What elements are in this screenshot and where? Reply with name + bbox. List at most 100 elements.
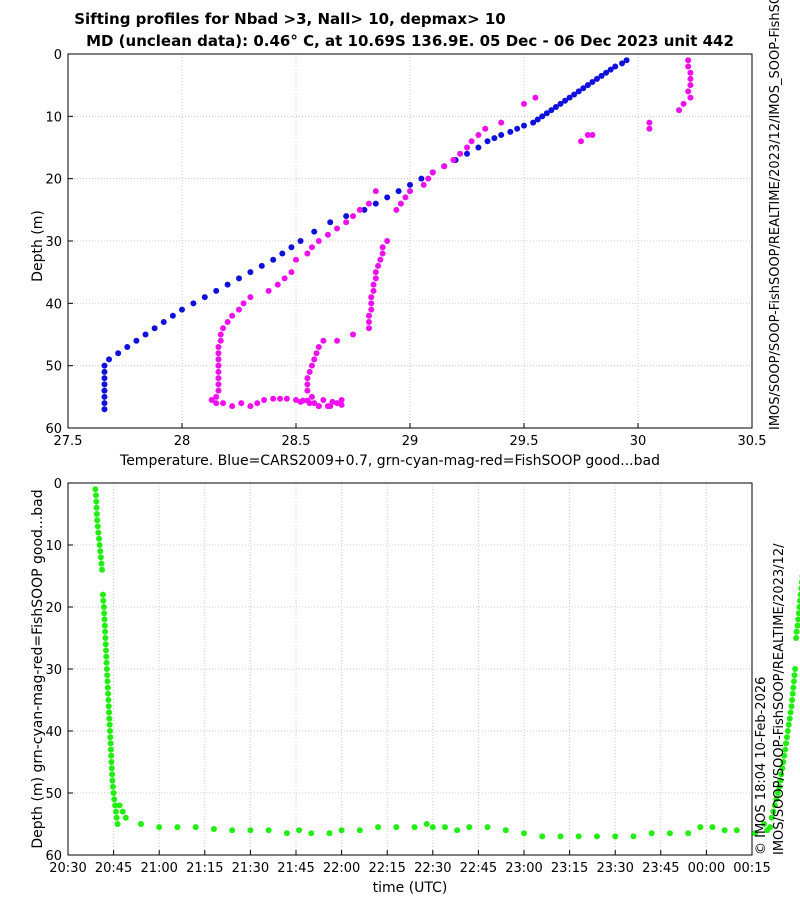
- temperature-profile-x-tick-label: 30.5: [738, 434, 767, 449]
- temperature-profile-data-point: [507, 128, 514, 135]
- temperature-profile-series: [208, 57, 694, 410]
- depth-time-data-point: [793, 635, 800, 641]
- temperature-profile-data-point: [190, 300, 197, 307]
- temperature-profile-data-point: [571, 91, 578, 98]
- depth-time-x-tick-label: 21:15: [186, 861, 223, 876]
- depth-time-x-tick-label: 20:45: [95, 861, 132, 876]
- temperature-profile-data-point: [220, 400, 227, 407]
- depth-time-data-point: [105, 703, 112, 710]
- temperature-profile-x-tick-label: 28: [174, 434, 191, 449]
- temperature-profile-data-point: [329, 398, 336, 405]
- temperature-profile-data-point: [274, 281, 281, 288]
- depth-time-data-point: [793, 628, 800, 635]
- temperature-profile-data-point: [306, 368, 313, 375]
- depth-time-data-point: [796, 604, 800, 610]
- depth-time-data-point: [103, 653, 110, 660]
- depth-time-data-point: [99, 566, 106, 573]
- temperature-profile-data-point: [293, 396, 299, 403]
- depth-time-data-point: [102, 641, 109, 648]
- temperature-profile-data-point: [313, 350, 320, 357]
- temperature-profile-x-tick-label: 29.5: [510, 434, 539, 449]
- temperature-profile-data-point: [215, 387, 222, 394]
- depth-time-data-point: [790, 678, 797, 685]
- temperature-profile-data-point: [311, 356, 318, 363]
- depth-time-data-point: [721, 827, 728, 834]
- temperature-profile-y-axis-label: Depth (m): [30, 210, 46, 282]
- depth-time-data-point: [105, 690, 112, 697]
- depth-time-data-point: [93, 504, 100, 511]
- temperature-profile-data-point: [240, 300, 247, 307]
- temperature-profile-data-point: [539, 113, 546, 120]
- temperature-profile-data-point: [304, 381, 311, 388]
- temperature-profile-data-point: [281, 275, 288, 282]
- temperature-profile-data-point: [247, 294, 254, 301]
- depth-time-data-point: [685, 830, 692, 837]
- temperature-profile-data-point: [247, 269, 254, 276]
- temperature-profile-data-point: [612, 63, 619, 70]
- temperature-profile-data-point: [304, 387, 311, 394]
- depth-time-data-point: [774, 790, 781, 796]
- temperature-profile-data-point: [297, 398, 304, 405]
- depth-time-data-point: [791, 672, 798, 679]
- temperature-profile-data-point: [425, 175, 432, 182]
- depth-time-data-point: [109, 783, 116, 790]
- temperature-profile-data-point: [304, 375, 311, 382]
- temperature-profile-data-point: [215, 343, 222, 350]
- depth-time-data-point: [95, 529, 102, 536]
- temperature-profile-data-point: [584, 82, 591, 89]
- temperature-profile-data-point: [521, 122, 527, 129]
- temperature-profile-data-point: [334, 337, 341, 344]
- temperature-profile-data-point: [229, 312, 236, 319]
- temperature-profile-data-point: [685, 88, 692, 95]
- depth-time-data-point: [102, 635, 109, 641]
- temperature-profile-data-point: [407, 188, 413, 195]
- depth-time-data-point: [790, 684, 797, 691]
- depth-time-data-point: [539, 833, 546, 840]
- temperature-profile-data-point: [315, 403, 322, 410]
- temperature-profile-data-point: [372, 269, 379, 276]
- depth-time-data-point: [630, 833, 637, 840]
- temperature-profile-data-point: [498, 119, 505, 126]
- temperature-profile-data-point: [368, 306, 375, 313]
- temperature-profile-data-point: [475, 144, 482, 151]
- depth-time-data-point: [441, 824, 448, 831]
- depth-time-data-point: [265, 827, 272, 834]
- temperature-profile-data-point: [151, 325, 158, 332]
- depth-time-data-point: [557, 833, 564, 840]
- temperature-profile-data-point: [338, 401, 345, 408]
- temperature-profile-data-point: [160, 319, 167, 326]
- depth-time-data-point: [94, 517, 101, 524]
- depth-time-data-point: [454, 827, 461, 834]
- depth-time-data-point: [114, 821, 121, 827]
- depth-time-data-point: [770, 808, 777, 815]
- temperature-profile-data-point: [598, 72, 605, 79]
- temperature-profile-data-point: [680, 100, 687, 107]
- side-filename: IMOS_SOOP-FishSOOP_TP_20231206T001003Z_F…: [768, 0, 783, 119]
- chart-title-line2: MD (unclean data): 0.46° C, at 10.69S 13…: [86, 32, 734, 50]
- temperature-profile-data-point: [142, 331, 149, 338]
- depth-time-data-point: [338, 827, 345, 834]
- temperature-profile-x-axis-label: Temperature. Blue=CARS2009+0.7, grn-cyan…: [119, 453, 660, 469]
- temperature-profile-data-point: [534, 116, 541, 123]
- temperature-profile-data-point: [685, 63, 692, 70]
- depth-time-data-point: [104, 678, 111, 685]
- temperature-profile-data-point: [224, 319, 231, 326]
- temperature-profile-data-point: [646, 125, 653, 132]
- temperature-profile-data-point: [395, 188, 402, 195]
- depth-time-data-point: [113, 814, 120, 821]
- depth-time-data-point: [666, 830, 673, 837]
- temperature-profile-data-point: [365, 312, 372, 319]
- temperature-profile-data-point: [277, 395, 284, 402]
- temperature-profile-data-point: [623, 57, 630, 64]
- temperature-profile-data-point: [101, 368, 108, 375]
- depth-time-data-point: [156, 824, 163, 831]
- depth-time-data-point: [778, 771, 785, 778]
- depth-time-data-point: [108, 759, 115, 765]
- temperature-profile-x-tick-label: 28.5: [282, 434, 311, 449]
- side-stamp: © IMOS 18:04 10-Feb-2026: [754, 676, 769, 855]
- temperature-profile-data-point: [575, 88, 582, 95]
- temperature-profile-data-point: [327, 219, 334, 226]
- depth-time-axes-frame: [67, 482, 753, 856]
- temperature-profile-data-point: [106, 356, 113, 363]
- temperature-profile-y-tick-label: 60: [45, 422, 62, 437]
